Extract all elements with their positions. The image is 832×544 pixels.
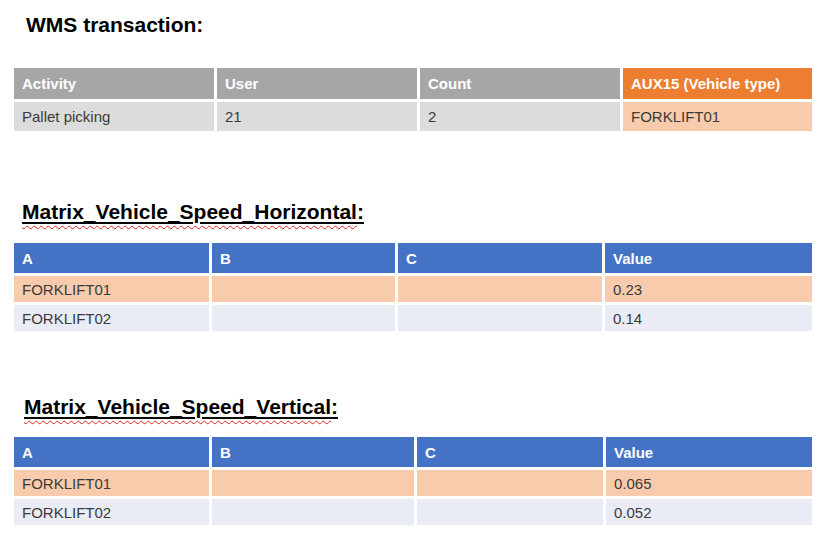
cell-a: FORKLIFT01 (14, 276, 209, 302)
cell-b (212, 499, 414, 525)
vertical-header-row: A B C Value (14, 437, 812, 467)
column-header-activity: Activity (14, 68, 214, 99)
matrix-vehicle-speed-vertical-table: A B C Value FORKLIFT01 0.065 FORKLIFT02 (11, 434, 815, 528)
column-header-a: A (14, 243, 209, 273)
cell-b (212, 305, 395, 331)
wms-data-row: Pallet picking 21 2 FORKLIFT01 (14, 102, 812, 131)
section-title-matrix-vehicle-speed-horizontal: Matrix_Vehicle_Speed_Horizontal: (22, 199, 364, 225)
cell-c (417, 499, 603, 525)
cell-value: 0.14 (605, 305, 812, 331)
cell-value: 0.23 (605, 276, 812, 302)
section-title-colon: : (357, 200, 364, 223)
column-header-aux15-vehicle-type: AUX15 (Vehicle type) (623, 68, 812, 99)
cell-vehicle-type: FORKLIFT01 (623, 102, 812, 131)
section-title-colon: : (331, 395, 338, 418)
column-header-c: C (398, 243, 602, 273)
horizontal-row-forklift01: FORKLIFT01 0.23 (14, 276, 812, 302)
cell-activity: Pallet picking (14, 102, 214, 131)
column-header-value: Value (605, 243, 812, 273)
column-header-b: B (212, 243, 395, 273)
wms-table-container: Activity User Count AUX15 (Vehicle type)… (11, 65, 815, 134)
cell-count: 2 (420, 102, 620, 131)
cell-user: 21 (217, 102, 417, 131)
cell-value: 0.065 (606, 470, 812, 496)
section-title-text: Matrix_Vehicle_Speed_Vertical (24, 395, 331, 418)
wms-header-row: Activity User Count AUX15 (Vehicle type) (14, 68, 812, 99)
cell-a: FORKLIFT02 (14, 305, 209, 331)
section-title-text: WMS transaction (26, 13, 196, 36)
cell-value: 0.052 (606, 499, 812, 525)
matrix-vehicle-speed-horizontal-table: A B C Value FORKLIFT01 0.23 FORKLIFT02 (11, 240, 815, 334)
cell-c (417, 470, 603, 496)
vertical-table-container: A B C Value FORKLIFT01 0.065 FORKLIFT02 (11, 434, 815, 528)
horizontal-row-forklift02: FORKLIFT02 0.14 (14, 305, 812, 331)
horizontal-table-container: A B C Value FORKLIFT01 0.23 FORKLIFT02 (11, 240, 815, 334)
column-header-value: Value (606, 437, 812, 467)
cell-c (398, 276, 602, 302)
cell-c (398, 305, 602, 331)
section-title-wms-transaction: WMS transaction: (26, 12, 203, 38)
vertical-row-forklift02: FORKLIFT02 0.052 (14, 499, 812, 525)
column-header-count: Count (420, 68, 620, 99)
column-header-a: A (14, 437, 209, 467)
cell-a: FORKLIFT01 (14, 470, 209, 496)
horizontal-header-row: A B C Value (14, 243, 812, 273)
cell-b (212, 470, 414, 496)
document-page: WMS transaction: Activity User Count AUX… (0, 0, 832, 544)
cell-a: FORKLIFT02 (14, 499, 209, 525)
section-title-matrix-vehicle-speed-vertical: Matrix_Vehicle_Speed_Vertical: (24, 394, 338, 420)
column-header-c: C (417, 437, 603, 467)
wms-transaction-table: Activity User Count AUX15 (Vehicle type)… (11, 65, 815, 134)
vertical-row-forklift01: FORKLIFT01 0.065 (14, 470, 812, 496)
column-header-user: User (217, 68, 417, 99)
section-title-colon: : (196, 13, 203, 36)
cell-b (212, 276, 395, 302)
section-title-text: Matrix_Vehicle_Speed_Horizontal (22, 200, 357, 223)
column-header-b: B (212, 437, 414, 467)
